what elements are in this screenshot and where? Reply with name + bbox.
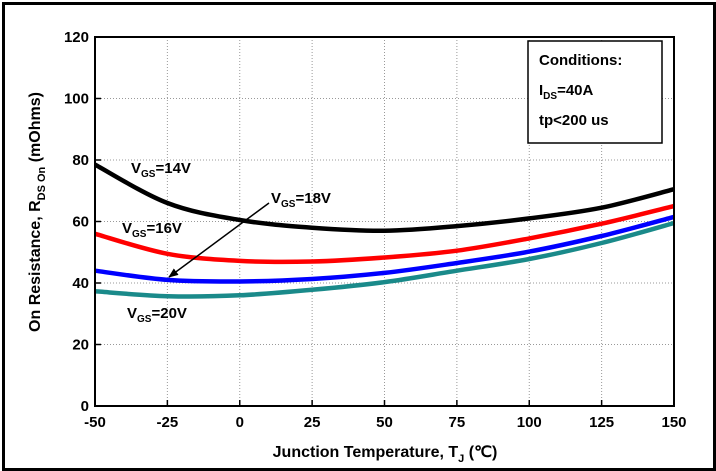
label-vgs18: VGS=18V [271,190,331,210]
y-tick-label: 0 [81,398,89,415]
x-tick-label: 150 [661,414,686,431]
series-layer [93,162,675,299]
vgs18-arrow [168,202,270,278]
x-tick-label: -50 [84,414,106,431]
conditions-ids: IDS=40A [539,82,594,102]
conditions-tp: tp<200 us [539,112,609,129]
series-line-vgs14 [93,162,675,233]
x-tick-label: -25 [157,414,179,431]
y-tick-label: 40 [72,275,89,292]
y-tick-label: 20 [72,337,89,354]
x-tick-label: 25 [304,414,321,431]
y-tick-label: 80 [72,152,89,169]
series-line-vgs20 [94,220,675,299]
series-line-vgs18 [94,214,675,284]
conditions-box: Conditions: IDS=40A tp<200 us [527,40,663,144]
conditions-title: Conditions: [539,52,622,69]
label-vgs14: VGS=14V [131,160,191,180]
axis-ticks: 0 20 40 60 80 100 120 -50 -25 0 25 50 75 100 125 150 [64,29,687,431]
x-tick-label: 75 [449,414,466,431]
y-tick-label: 100 [64,91,89,108]
x-tick-label: 125 [589,414,614,431]
label-vgs20: VGS=20V [127,305,187,325]
x-tick-label: 0 [236,414,244,431]
y-axis-label: On Resistance, RDS On (mOhms) [27,92,48,332]
x-tick-label: 50 [376,414,393,431]
y-tick-label: 120 [64,29,89,46]
series-line-vgs16 [94,203,675,265]
y-tick-label: 60 [72,214,89,231]
x-tick-label: 100 [517,414,542,431]
label-vgs16: VGS=16V [122,220,182,240]
x-axis-label: Junction Temperature, TJ (℃) [273,444,498,465]
chart-canvas: 0 20 40 60 80 100 120 -50 -25 0 25 50 75 100 125 150 On… [27,29,687,465]
